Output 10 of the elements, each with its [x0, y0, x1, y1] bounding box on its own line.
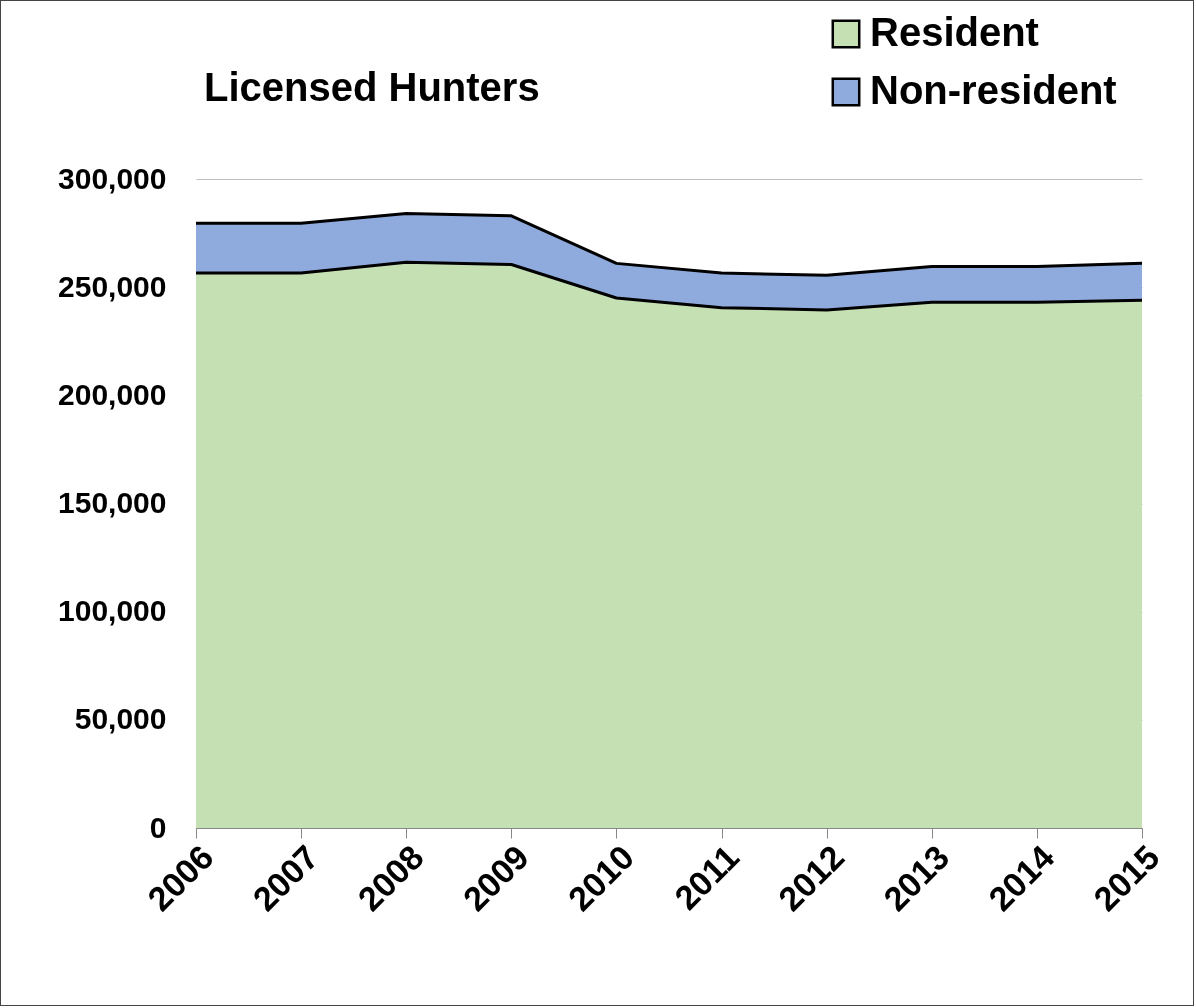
y-tick-label: 0: [149, 810, 167, 844]
y-tick-label: 300,000: [58, 161, 167, 195]
y-tick-label: 200,000: [58, 377, 167, 411]
legend-label: Non-resident: [870, 68, 1117, 112]
chart-title: Licensed Hunters: [204, 65, 540, 109]
y-tick-label: 250,000: [58, 269, 167, 303]
y-tick-label: 150,000: [58, 486, 167, 519]
y-tick-label: 100,000: [58, 594, 167, 628]
y-tick-label: 50,000: [74, 702, 167, 736]
legend-label: Resident: [870, 10, 1039, 54]
